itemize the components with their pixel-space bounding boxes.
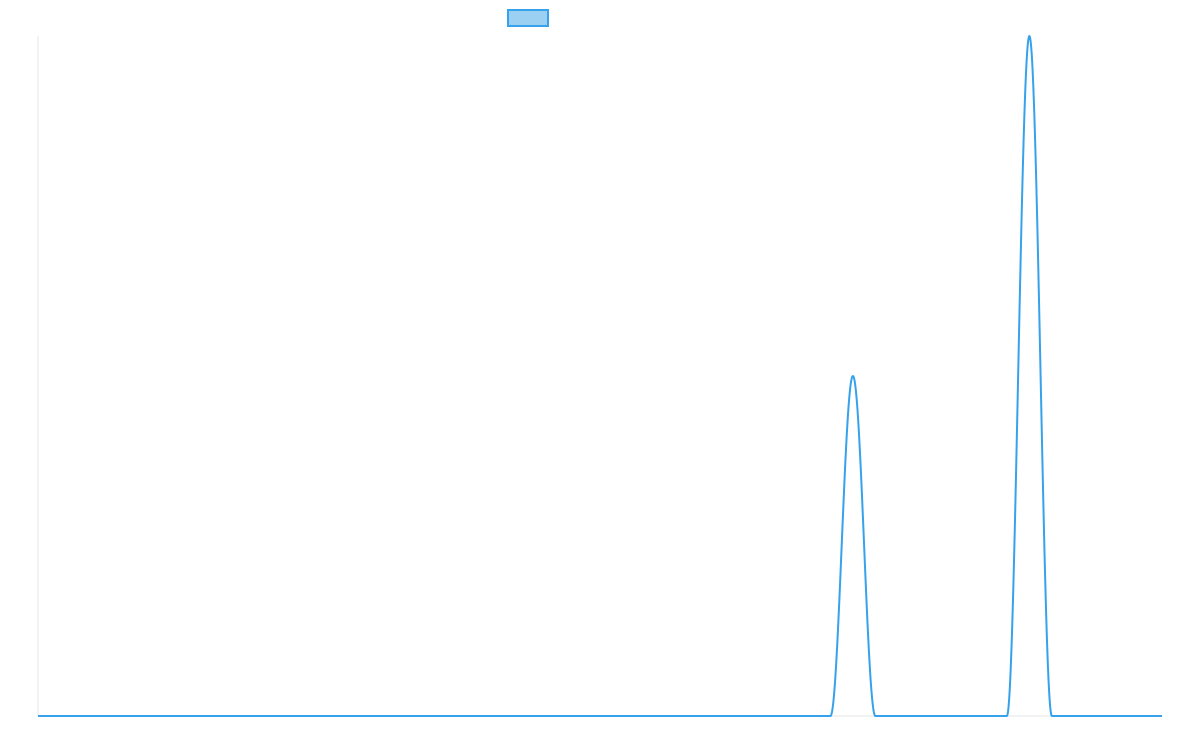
chart-axes bbox=[37, 36, 1162, 717]
series-line bbox=[37, 35, 1163, 717]
legend-item[interactable] bbox=[507, 9, 549, 27]
legend[interactable] bbox=[507, 9, 549, 27]
chart-series bbox=[37, 35, 1163, 717]
legend-swatch bbox=[507, 9, 549, 27]
